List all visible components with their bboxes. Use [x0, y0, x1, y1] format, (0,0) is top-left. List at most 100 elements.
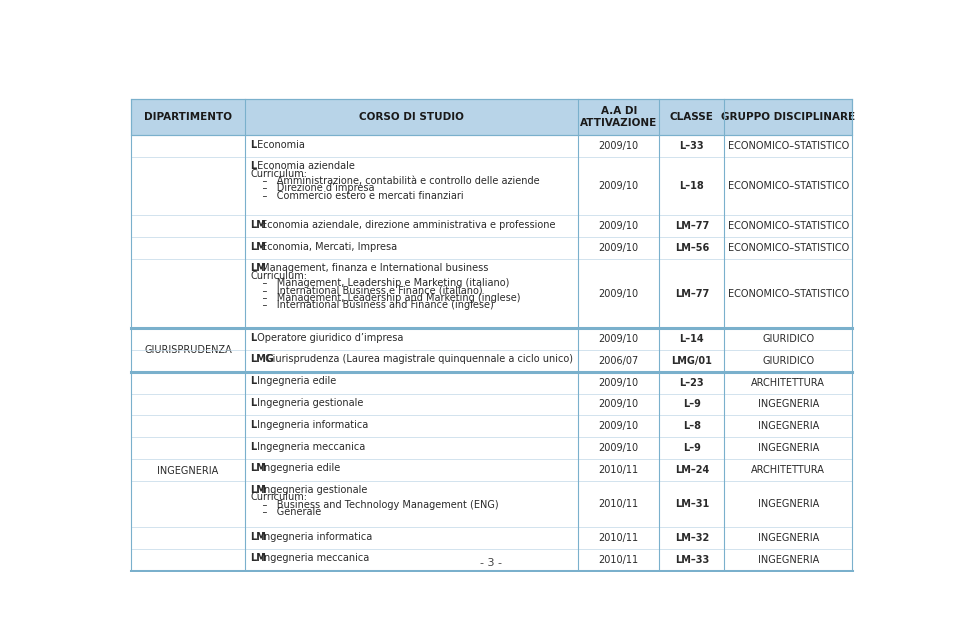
Text: Curriculum:: Curriculum:	[250, 493, 307, 502]
Bar	[245, 237, 852, 259]
Text: L: L	[250, 442, 256, 451]
Text: Curriculum:: Curriculum:	[250, 271, 307, 280]
Text: 2010/11: 2010/11	[598, 499, 639, 509]
Text: –   Management, Leadership and Marketing (inglese): – Management, Leadership and Marketing (…	[250, 293, 521, 303]
Text: Ingegneria meccanica: Ingegneria meccanica	[254, 442, 365, 451]
Text: GIURIDICO: GIURIDICO	[762, 334, 814, 344]
Text: ECONOMICO–STATISTICO: ECONOMICO–STATISTICO	[728, 141, 849, 151]
Text: 2009/10: 2009/10	[598, 443, 639, 453]
Text: INGEGNERIA: INGEGNERIA	[758, 443, 819, 453]
Text: Economia, Mercati, Impresa: Economia, Mercati, Impresa	[258, 242, 397, 251]
Text: –   Amministrazione, contabilità e controllo delle aziende: – Amministrazione, contabilità e control…	[250, 176, 540, 186]
Text: –   Management, Leadership e Marketing (italiano): – Management, Leadership e Marketing (it…	[250, 278, 509, 288]
Text: 2010/11: 2010/11	[598, 533, 639, 543]
Text: LM–32: LM–32	[675, 533, 709, 543]
Text: L: L	[250, 376, 256, 386]
Bar	[245, 350, 852, 372]
Text: L–8: L–8	[683, 421, 701, 431]
Text: ARCHITETTURA: ARCHITETTURA	[751, 465, 825, 475]
Text: Ingegneria gestionale: Ingegneria gestionale	[258, 485, 367, 495]
Text: Ingegneria gestionale: Ingegneria gestionale	[254, 398, 363, 408]
Text: LM–24: LM–24	[675, 465, 709, 475]
Text: –   Business and Technology Management (ENG): – Business and Technology Management (EN…	[250, 500, 499, 510]
Text: A.A DI
ATTIVAZIONE: A.A DI ATTIVAZIONE	[580, 107, 657, 128]
Bar	[245, 415, 852, 437]
Text: Giurisprudenza (Laurea magistrale quinquennale a ciclo unico): Giurisprudenza (Laurea magistrale quinqu…	[262, 354, 573, 365]
Text: 2010/11: 2010/11	[598, 465, 639, 475]
Text: L–33: L–33	[680, 141, 704, 151]
Text: 2009/10: 2009/10	[598, 243, 639, 253]
Text: INGEGNERIA: INGEGNERIA	[758, 421, 819, 431]
Text: Ingegneria edile: Ingegneria edile	[254, 376, 337, 386]
Text: Operatore giuridico d’impresa: Operatore giuridico d’impresa	[254, 332, 404, 343]
Bar	[245, 481, 852, 527]
Text: ECONOMICO–STATISTICO: ECONOMICO–STATISTICO	[728, 243, 849, 253]
Bar	[131, 135, 245, 571]
Text: - 3 -: - 3 -	[480, 558, 503, 568]
Text: ECONOMICO–STATISTICO: ECONOMICO–STATISTICO	[728, 289, 849, 298]
Text: ECONOMICO–STATISTICO: ECONOMICO–STATISTICO	[728, 181, 849, 191]
Bar	[245, 459, 852, 481]
Text: Ingegneria informatica: Ingegneria informatica	[254, 420, 368, 430]
Bar	[245, 215, 852, 237]
Text: LM: LM	[250, 532, 266, 541]
Text: LM–33: LM–33	[675, 555, 709, 565]
Text: LMG/01: LMG/01	[671, 356, 713, 366]
Text: Ingegneria informatica: Ingegneria informatica	[258, 532, 372, 541]
Text: L: L	[250, 161, 256, 171]
Text: INGEGNERIA: INGEGNERIA	[758, 499, 819, 509]
Text: L–9: L–9	[683, 443, 701, 453]
Text: L: L	[250, 332, 256, 343]
Text: 2009/10: 2009/10	[598, 221, 639, 231]
Text: Economia: Economia	[254, 140, 305, 150]
Text: Management, finanza e International business: Management, finanza e International busi…	[258, 264, 488, 273]
Text: Economia aziendale: Economia aziendale	[254, 161, 355, 171]
Text: 2009/10: 2009/10	[598, 181, 639, 191]
Text: LM–77: LM–77	[675, 289, 709, 298]
Text: LM–31: LM–31	[675, 499, 709, 509]
Text: 2009/10: 2009/10	[598, 289, 639, 298]
Text: LM–56: LM–56	[675, 243, 709, 253]
Text: –   Generale: – Generale	[250, 507, 321, 517]
Text: GIURIDICO: GIURIDICO	[762, 356, 814, 366]
Text: L–14: L–14	[680, 334, 704, 344]
Bar	[131, 100, 852, 135]
Text: LM: LM	[250, 464, 266, 473]
Bar	[245, 372, 852, 394]
Text: LM: LM	[250, 220, 266, 230]
Text: CLASSE: CLASSE	[670, 113, 713, 122]
Text: 2009/10: 2009/10	[598, 421, 639, 431]
Bar	[245, 259, 852, 328]
Bar	[245, 437, 852, 459]
Text: 2009/10: 2009/10	[598, 399, 639, 410]
Text: LM: LM	[250, 264, 266, 273]
Text: 2009/10: 2009/10	[598, 377, 639, 388]
Text: Ingegneria meccanica: Ingegneria meccanica	[258, 554, 369, 563]
Text: INGEGNERIA: INGEGNERIA	[758, 399, 819, 410]
Text: ARCHITETTURA: ARCHITETTURA	[751, 377, 825, 388]
Text: Economia aziendale, direzione amministrativa e professione: Economia aziendale, direzione amministra…	[258, 220, 555, 230]
Text: –   Direzione d’impresa: – Direzione d’impresa	[250, 183, 375, 194]
Bar	[245, 328, 852, 350]
Text: GRUPPO DISCIPLINARE: GRUPPO DISCIPLINARE	[721, 113, 855, 122]
Text: GIURISPRUDENZA: GIURISPRUDENZA	[144, 345, 232, 355]
Text: Curriculum:: Curriculum:	[250, 168, 307, 179]
Text: INGEGNERIA: INGEGNERIA	[157, 466, 219, 476]
Text: L–23: L–23	[680, 377, 704, 388]
Text: 2010/11: 2010/11	[598, 555, 639, 565]
Text: 2009/10: 2009/10	[598, 334, 639, 344]
Text: –   International Business and Finance (inglese): – International Business and Finance (in…	[250, 300, 494, 310]
Text: LM–77: LM–77	[675, 221, 709, 231]
Bar	[245, 135, 852, 157]
Text: 2006/07: 2006/07	[598, 356, 639, 366]
Text: LM: LM	[250, 485, 266, 495]
Text: L–9: L–9	[683, 399, 701, 410]
Text: CORSO DI STUDIO: CORSO DI STUDIO	[359, 113, 464, 122]
Text: 2009/10: 2009/10	[598, 141, 639, 151]
Text: L: L	[250, 420, 256, 430]
Text: L–18: L–18	[680, 181, 704, 191]
Text: INGEGNERIA: INGEGNERIA	[758, 555, 819, 565]
Text: LM: LM	[250, 242, 266, 251]
Text: –   Commercio estero e mercati finanziari: – Commercio estero e mercati finanziari	[250, 190, 464, 201]
Text: –   International Business e Finance (italiano): – International Business e Finance (ital…	[250, 285, 482, 295]
